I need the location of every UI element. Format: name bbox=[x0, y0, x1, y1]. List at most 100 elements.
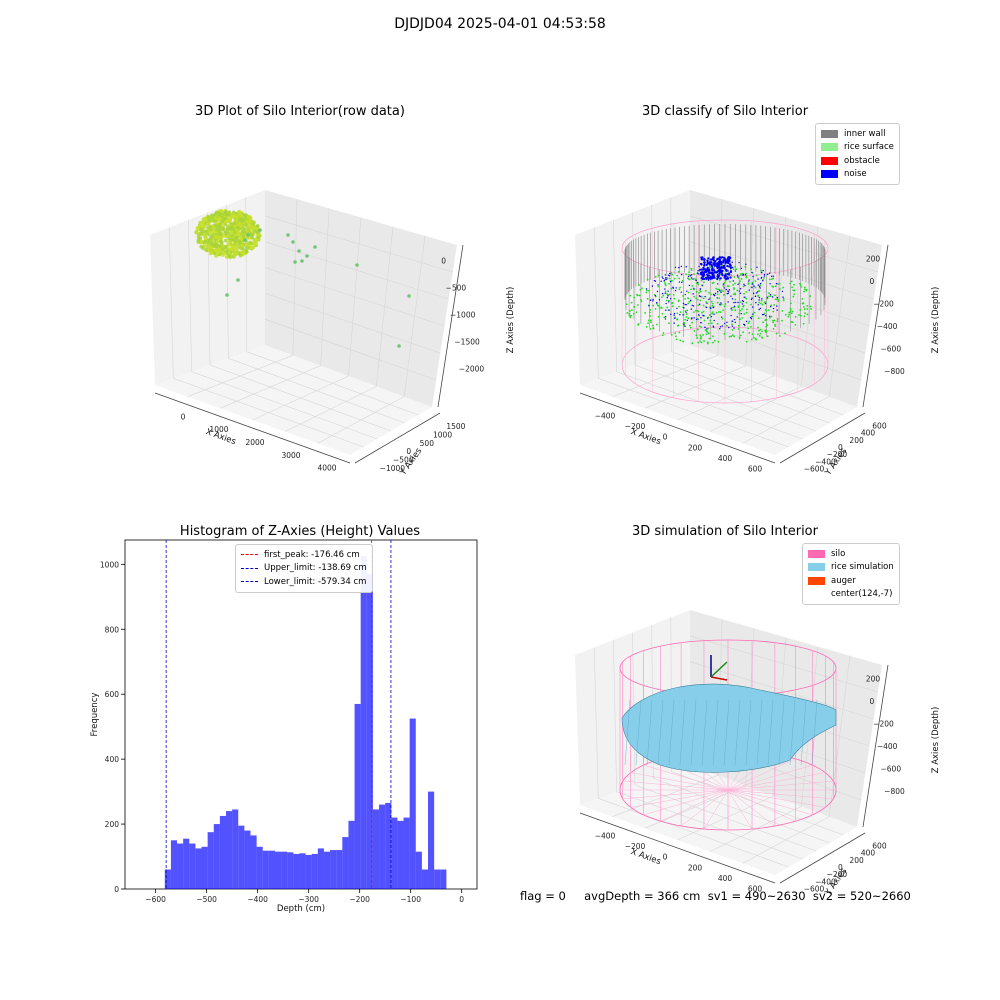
noise-point bbox=[725, 260, 728, 264]
rice-point bbox=[726, 285, 729, 287]
rice-point bbox=[747, 322, 750, 325]
rice-point bbox=[774, 294, 776, 297]
noise-point bbox=[682, 314, 684, 316]
x-tick-label: −300 bbox=[298, 895, 319, 904]
noise-point bbox=[756, 266, 758, 268]
noise-point bbox=[768, 272, 771, 274]
histogram-bar bbox=[250, 835, 257, 889]
noise-point bbox=[715, 262, 718, 265]
surface-mesh bbox=[635, 699, 642, 766]
rice-point bbox=[720, 289, 723, 292]
legend-item-inner-wall: inner wall bbox=[821, 127, 894, 141]
y-axis-line bbox=[779, 832, 866, 884]
scatter-point bbox=[225, 219, 230, 223]
y-tick-label: −500 bbox=[393, 456, 414, 465]
rice-point bbox=[685, 313, 688, 315]
histogram-bar bbox=[317, 848, 324, 889]
rice-point bbox=[688, 324, 691, 327]
noise-point bbox=[711, 266, 714, 270]
histogram-bar bbox=[274, 851, 282, 889]
silo-floor-spoke bbox=[727, 789, 776, 827]
legend-swatch bbox=[821, 170, 838, 179]
rice-point bbox=[711, 282, 714, 285]
noise-point bbox=[700, 258, 703, 261]
noise-point bbox=[712, 273, 715, 276]
scatter-point bbox=[230, 237, 235, 242]
rice-point bbox=[758, 334, 761, 337]
noise-point bbox=[728, 289, 731, 291]
noise-point bbox=[726, 270, 728, 273]
noise-point bbox=[660, 280, 662, 282]
noise-point bbox=[678, 281, 681, 283]
rice-point bbox=[805, 288, 808, 291]
histogram-bar bbox=[323, 851, 331, 889]
rice-point bbox=[684, 318, 686, 321]
noise-point bbox=[758, 286, 761, 288]
rice-point bbox=[728, 335, 731, 338]
rice-point bbox=[788, 311, 791, 314]
noise-point bbox=[751, 306, 754, 308]
grid-line bbox=[671, 771, 844, 836]
histogram-bar bbox=[354, 703, 361, 889]
noise-point bbox=[649, 299, 652, 301]
noise-point bbox=[770, 275, 773, 278]
noise-point bbox=[687, 275, 690, 278]
x-tick-label: 600 bbox=[748, 885, 763, 894]
noise-point bbox=[712, 306, 714, 309]
silo-floor-spoke bbox=[727, 758, 796, 791]
rice-point bbox=[700, 326, 703, 329]
scatter-point bbox=[216, 216, 221, 221]
noise-point bbox=[726, 321, 728, 324]
rice-point bbox=[741, 316, 744, 319]
legend-swatch bbox=[821, 156, 838, 165]
histogram-bar bbox=[372, 809, 380, 889]
rice-point bbox=[774, 298, 777, 301]
rice-point bbox=[779, 288, 781, 290]
rice-point bbox=[628, 312, 631, 315]
noise-point bbox=[731, 325, 734, 327]
noise-point bbox=[701, 272, 704, 276]
outlier-point bbox=[258, 228, 262, 232]
scatter-point bbox=[227, 254, 232, 258]
rice-point bbox=[637, 324, 640, 326]
noise-point bbox=[667, 274, 670, 276]
scatter-point bbox=[221, 216, 226, 220]
noise-point bbox=[730, 295, 732, 297]
legend-item-rice-surface: rice surface bbox=[821, 141, 894, 155]
histogram-bar bbox=[379, 804, 386, 889]
y-axis-line bbox=[354, 412, 441, 464]
z-tick-label: −500 bbox=[446, 284, 467, 293]
noise-point bbox=[692, 305, 695, 307]
z-tick-label: −200 bbox=[873, 299, 894, 308]
noise-point bbox=[721, 266, 724, 269]
noise-point bbox=[763, 273, 766, 276]
noise-point bbox=[729, 276, 732, 279]
rice-point bbox=[626, 312, 629, 314]
legend-item-silo: silo bbox=[808, 547, 894, 561]
rice-point bbox=[792, 295, 795, 298]
scatter-point bbox=[241, 246, 245, 251]
scatter-point bbox=[210, 234, 215, 239]
noise-point bbox=[728, 256, 731, 259]
y-tick-label: −600 bbox=[804, 884, 825, 893]
rice-point bbox=[648, 311, 651, 314]
scatter-point bbox=[206, 245, 210, 249]
noise-point bbox=[662, 277, 664, 280]
scatter-point bbox=[216, 232, 221, 237]
noise-point bbox=[656, 301, 658, 304]
rice-point bbox=[759, 284, 762, 287]
rice-point bbox=[695, 334, 698, 337]
noise-point bbox=[760, 271, 763, 274]
noise-point bbox=[724, 322, 726, 325]
noise-point bbox=[719, 277, 722, 280]
z-tick-label: 200 bbox=[866, 674, 881, 683]
silo-floor-spoke bbox=[622, 780, 729, 791]
rice-point bbox=[699, 289, 701, 292]
scatter-point bbox=[241, 234, 246, 238]
noise-point bbox=[669, 298, 672, 300]
noise-point bbox=[769, 306, 772, 308]
rice-point bbox=[761, 330, 763, 333]
legend-label: rice simulation bbox=[831, 562, 894, 573]
noise-point bbox=[707, 279, 710, 281]
x-tick-label: −200 bbox=[625, 422, 646, 431]
